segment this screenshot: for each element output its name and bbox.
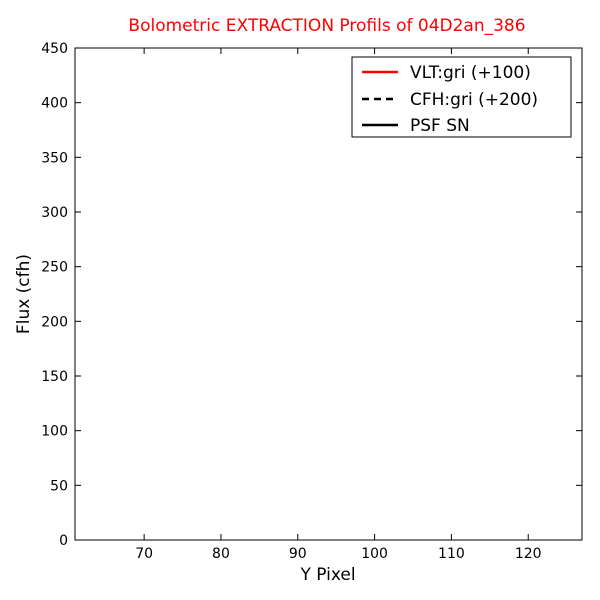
x-tick-label-100: 100	[361, 546, 388, 562]
x-axis: 70 80 90 100 110 120	[135, 48, 542, 562]
y-tick-label-400: 400	[41, 96, 68, 112]
legend-label-cfh: CFH:gri (+200)	[410, 90, 538, 110]
y-tick-label-200: 200	[41, 314, 68, 330]
y-tick-label-150: 150	[41, 369, 68, 385]
chart-title: Bolometric EXTRACTION Profils of 04D2an_…	[128, 16, 525, 36]
y-tick-label-100: 100	[41, 424, 68, 440]
legend: VLT:gri (+100) CFH:gri (+200) PSF SN	[351, 56, 572, 138]
legend-label-vlt: VLT:gri (+100)	[410, 63, 531, 83]
plot-area	[74, 47, 583, 541]
y-tick-label-300: 300	[41, 205, 68, 221]
legend-label-psf: PSF SN	[410, 116, 470, 136]
x-tick-label-80: 80	[212, 546, 230, 562]
legend-frame	[351, 56, 572, 138]
y-tick-label-250: 250	[41, 260, 68, 276]
x-tick-label-90: 90	[289, 546, 307, 562]
y-tick-label-350: 350	[41, 150, 68, 166]
y-axis-label: Flux (cfh)	[14, 254, 34, 334]
y-tick-label-0: 0	[59, 533, 68, 549]
x-axis-label: Y Pixel	[299, 565, 355, 585]
y-tick-label-50: 50	[50, 478, 68, 494]
y-axis: 0 50 100 150 200 250 300 350 400 450	[41, 41, 582, 549]
y-tick-label-450: 450	[41, 41, 68, 57]
x-tick-label-110: 110	[438, 546, 465, 562]
x-tick-label-70: 70	[135, 546, 153, 562]
x-tick-label-120: 120	[515, 546, 542, 562]
